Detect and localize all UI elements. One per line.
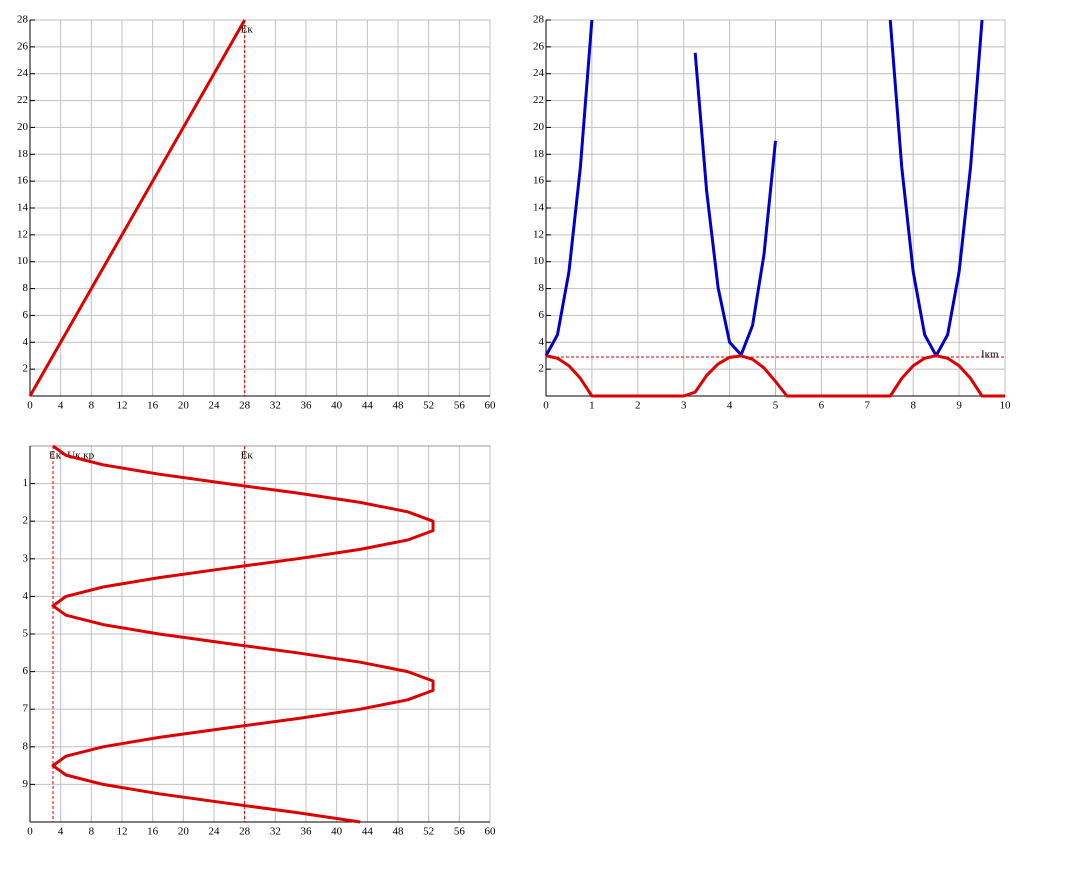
x-tick-label: 44: [362, 826, 374, 838]
y-tick-label: 1: [23, 477, 29, 489]
y-tick-label: 4: [23, 336, 29, 348]
x-tick-label: 56: [454, 400, 466, 412]
x-tick-label: 16: [147, 826, 159, 838]
y-tick-label: 2: [23, 515, 29, 527]
x-tick-label: 5: [773, 400, 779, 412]
x-tick-label: 4: [58, 826, 64, 838]
x-tick-label: 9: [956, 400, 962, 412]
x-tick-label: 60: [485, 826, 497, 838]
y-tick-label: 8: [23, 740, 29, 752]
x-tick-label: 7: [865, 400, 871, 412]
y-tick-label: 20: [17, 121, 29, 133]
y-tick-label: 24: [17, 67, 29, 79]
y-tick-label: 18: [17, 148, 29, 160]
x-tick-label: 28: [239, 400, 251, 412]
x-tick-label: 60: [485, 400, 497, 412]
x-tick-label: 0: [27, 826, 33, 838]
x-tick-label: 1: [589, 400, 595, 412]
x-tick-label: 56: [454, 826, 466, 838]
y-tick-label: 4: [23, 590, 29, 602]
x-tick-label: 52: [423, 400, 434, 412]
x-tick-label: 32: [270, 826, 281, 838]
x-tick-label: 12: [117, 400, 128, 412]
y-tick-label: 14: [17, 202, 29, 214]
x-tick-label: 3: [681, 400, 687, 412]
x-tick-label: 12: [117, 826, 128, 838]
x-tick-label: 16: [147, 400, 159, 412]
x-tick-label: 10: [1000, 400, 1012, 412]
y-tick-label: 16: [533, 175, 545, 187]
y-tick-label: 22: [17, 94, 28, 106]
y-tick-label: 6: [23, 309, 29, 321]
y-tick-label: 5: [23, 628, 29, 640]
x-tick-label: 36: [301, 400, 313, 412]
x-tick-label: 40: [331, 826, 343, 838]
x-tick-label: 32: [270, 400, 281, 412]
y-tick-label: 14: [533, 202, 545, 214]
y-tick-label: 9: [23, 778, 29, 790]
y-tick-label: 26: [533, 40, 545, 52]
marker-label: Iкm: [981, 349, 999, 361]
x-tick-label: 2: [635, 400, 641, 412]
x-tick-label: 20: [178, 826, 190, 838]
x-tick-label: 8: [89, 826, 95, 838]
y-tick-label: 22: [533, 94, 544, 106]
y-tick-label: 12: [533, 228, 544, 240]
x-tick-label: 28: [239, 826, 251, 838]
x-tick-label: 0: [543, 400, 549, 412]
y-tick-label: 28: [533, 14, 545, 26]
x-tick-label: 4: [58, 400, 64, 412]
y-tick-label: 28: [17, 14, 29, 26]
y-tick-label: 24: [533, 67, 545, 79]
y-tick-label: 26: [17, 40, 29, 52]
y-tick-label: 12: [17, 228, 28, 240]
x-tick-label: 8: [910, 400, 916, 412]
x-tick-label: 44: [362, 400, 374, 412]
y-tick-label: 10: [17, 255, 29, 267]
x-tick-label: 4: [727, 400, 733, 412]
y-tick-label: 3: [23, 552, 29, 564]
x-tick-label: 36: [301, 826, 313, 838]
y-tick-label: 8: [23, 282, 29, 294]
y-tick-label: 10: [533, 255, 545, 267]
y-tick-label: 7: [23, 703, 29, 715]
x-tick-label: 24: [209, 400, 221, 412]
x-tick-label: 24: [209, 826, 221, 838]
x-tick-label: 20: [178, 400, 190, 412]
data-line: [28, 19, 246, 397]
y-tick-label: 20: [533, 121, 545, 133]
x-tick-label: 48: [393, 400, 405, 412]
x-tick-label: 8: [89, 400, 95, 412]
marker-label: Eк: [241, 24, 254, 36]
y-tick-label: 2: [23, 363, 29, 375]
y-tick-label: 8: [539, 282, 545, 294]
marker-label: Eк: [241, 450, 254, 462]
y-tick-label: 4: [539, 336, 545, 348]
y-tick-label: 2: [539, 363, 545, 375]
y-tick-label: 18: [533, 148, 545, 160]
y-tick-label: 16: [17, 175, 29, 187]
data-line: [545, 354, 1005, 398]
x-tick-label: 6: [819, 400, 825, 412]
x-tick-label: 52: [423, 826, 434, 838]
y-tick-label: 6: [539, 309, 545, 321]
x-tick-label: 48: [393, 826, 405, 838]
data-line: [51, 444, 435, 824]
x-tick-label: 0: [27, 400, 33, 412]
x-tick-label: 40: [331, 400, 343, 412]
y-tick-label: 6: [23, 665, 29, 677]
